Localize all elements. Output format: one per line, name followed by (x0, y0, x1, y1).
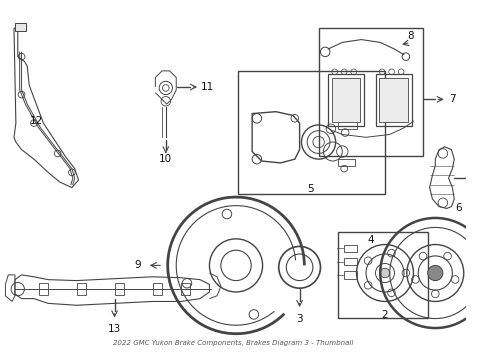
Text: 7: 7 (449, 94, 456, 104)
Text: 12: 12 (30, 116, 44, 126)
Bar (332, 77, 360, 122)
Text: 2022 GMC Yukon Brake Components, Brakes Diagram 3 - Thumbnail: 2022 GMC Yukon Brake Components, Brakes … (113, 340, 353, 346)
Text: 3: 3 (296, 315, 303, 324)
Text: 2: 2 (382, 310, 388, 320)
Text: 6: 6 (455, 203, 462, 213)
Bar (15, 23, 26, 31)
Bar (181, 283, 191, 295)
Bar (328, 74, 364, 126)
Bar (344, 271, 358, 279)
Bar (338, 159, 355, 166)
Text: 9: 9 (134, 260, 141, 270)
Text: 10: 10 (159, 154, 172, 164)
Text: 13: 13 (108, 324, 121, 334)
Bar (39, 283, 48, 295)
Circle shape (380, 268, 390, 278)
Bar (152, 283, 162, 295)
Bar (115, 283, 124, 295)
Text: 8: 8 (407, 31, 414, 41)
Text: 11: 11 (201, 82, 214, 92)
Bar (344, 258, 358, 265)
Bar (76, 283, 86, 295)
Text: 1: 1 (489, 314, 490, 324)
Bar (344, 244, 358, 252)
Bar (238, 71, 385, 194)
Bar (375, 74, 412, 126)
Bar (379, 77, 408, 122)
Bar (338, 121, 357, 129)
Text: 5: 5 (308, 184, 314, 194)
Bar (318, 28, 423, 156)
Text: 4: 4 (368, 235, 374, 245)
Bar (338, 232, 428, 318)
Circle shape (428, 265, 443, 280)
